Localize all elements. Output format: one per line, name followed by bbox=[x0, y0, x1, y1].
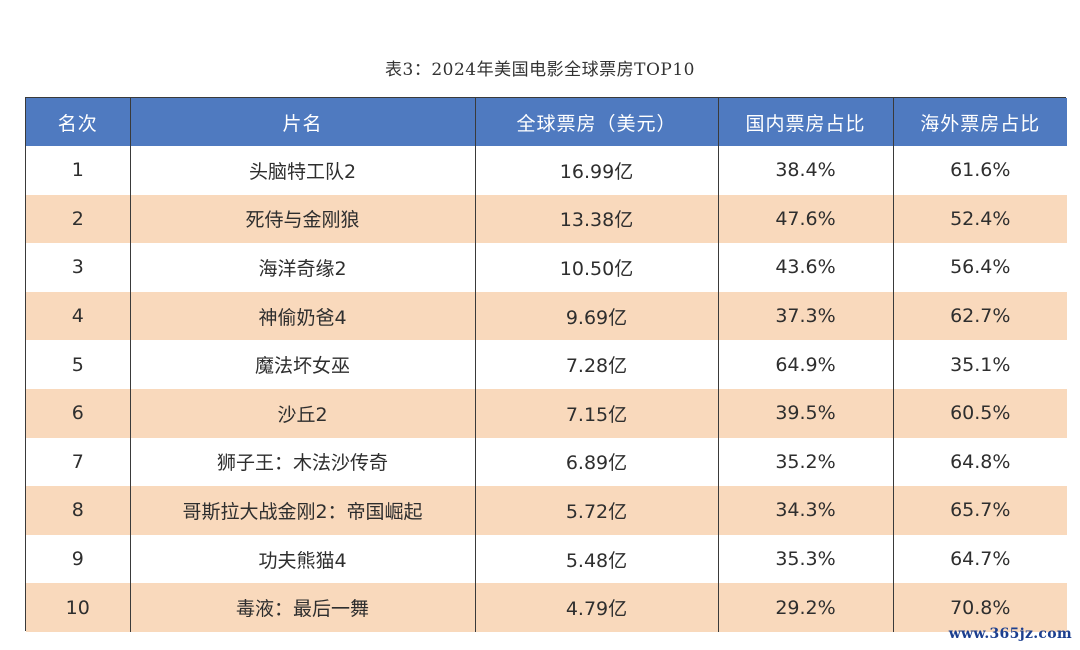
table-row: 9 功夫熊猫4 5.48亿 35.3% 64.7% bbox=[26, 534, 1067, 584]
cell-overseas: 60.5% bbox=[892, 388, 1067, 438]
cell-domestic: 35.2% bbox=[717, 437, 893, 487]
box-office-table: 名次 片名 全球票房（美元） 国内票房占比 海外票房占比 1 头脑特工队2 16… bbox=[25, 97, 1067, 632]
header-rank: 名次 bbox=[57, 112, 98, 135]
cell-gross: 5.72亿 bbox=[474, 486, 718, 535]
cell-overseas: 62.7% bbox=[892, 291, 1067, 341]
cell-overseas: 64.8% bbox=[892, 437, 1067, 487]
cell-domestic: 39.5% bbox=[717, 388, 893, 438]
cell-overseas: 64.7% bbox=[892, 534, 1067, 584]
cell-domestic: 37.3% bbox=[717, 291, 893, 341]
cell-rank: 9 bbox=[71, 548, 84, 571]
cell-gross: 6.89亿 bbox=[474, 437, 718, 487]
cell-rank: 10 bbox=[65, 596, 90, 619]
cell-domestic: 64.9% bbox=[717, 340, 893, 389]
cell-overseas: 35.1% bbox=[892, 340, 1067, 389]
cell-rank: 3 bbox=[71, 256, 84, 279]
cell-domestic: 43.6% bbox=[717, 243, 893, 292]
cell-rank: 6 bbox=[71, 402, 84, 425]
cell-rank: 1 bbox=[71, 159, 84, 182]
header-global-gross: 全球票房（美元） bbox=[474, 98, 718, 146]
cell-title: 头脑特工队2 bbox=[129, 146, 475, 195]
cell-gross: 16.99亿 bbox=[474, 146, 718, 195]
cell-gross: 10.50亿 bbox=[474, 243, 718, 292]
box-office-table-grid: 名次 片名 全球票房（美元） 国内票房占比 海外票房占比 1 头脑特工队2 16… bbox=[26, 98, 1067, 632]
cell-rank: 2 bbox=[71, 207, 84, 230]
cell-gross: 4.79亿 bbox=[474, 583, 718, 632]
cell-overseas: 56.4% bbox=[892, 243, 1067, 292]
table-row: 3 海洋奇缘2 10.50亿 43.6% 56.4% bbox=[26, 243, 1067, 292]
table-caption: 表3：2024年美国电影全球票房TOP10 bbox=[385, 60, 695, 80]
cell-domestic: 34.3% bbox=[717, 486, 893, 535]
table-row: 8 哥斯拉大战金刚2：帝国崛起 5.72亿 34.3% 65.7% bbox=[26, 486, 1067, 535]
cell-title: 狮子王：木法沙传奇 bbox=[129, 437, 475, 487]
cell-overseas: 52.4% bbox=[892, 194, 1067, 244]
cell-title: 哥斯拉大战金刚2：帝国崛起 bbox=[129, 486, 475, 535]
table-header-row: 名次 片名 全球票房（美元） 国内票房占比 海外票房占比 bbox=[26, 98, 1067, 146]
cell-overseas: 65.7% bbox=[892, 486, 1067, 535]
cell-rank: 4 bbox=[71, 305, 84, 328]
cell-title: 魔法坏女巫 bbox=[129, 340, 475, 389]
table-row: 7 狮子王：木法沙传奇 6.89亿 35.2% 64.8% bbox=[26, 437, 1067, 487]
cell-domestic: 29.2% bbox=[717, 583, 893, 632]
watermark: www.365jz.com bbox=[948, 626, 1072, 642]
cell-title: 功夫熊猫4 bbox=[129, 534, 475, 584]
cell-title: 神偷奶爸4 bbox=[129, 291, 475, 341]
cell-title: 毒液：最后一舞 bbox=[129, 583, 475, 632]
table-row: 5 魔法坏女巫 7.28亿 64.9% 35.1% bbox=[26, 340, 1067, 389]
cell-rank: 5 bbox=[71, 353, 84, 376]
table-row: 10 毒液：最后一舞 4.79亿 29.2% 70.8% bbox=[26, 583, 1067, 632]
table-row: 6 沙丘2 7.15亿 39.5% 60.5% bbox=[26, 388, 1067, 438]
cell-title: 死侍与金刚狼 bbox=[129, 194, 475, 244]
cell-domestic: 47.6% bbox=[717, 194, 893, 244]
header-title: 片名 bbox=[129, 98, 475, 146]
table-row: 1 头脑特工队2 16.99亿 38.4% 61.6% bbox=[26, 146, 1067, 195]
table-row: 2 死侍与金刚狼 13.38亿 47.6% 52.4% bbox=[26, 194, 1067, 244]
cell-rank: 7 bbox=[71, 450, 84, 473]
cell-domestic: 35.3% bbox=[717, 534, 893, 584]
table-row: 4 神偷奶爸4 9.69亿 37.3% 62.7% bbox=[26, 291, 1067, 341]
cell-gross: 5.48亿 bbox=[474, 534, 718, 584]
cell-gross: 9.69亿 bbox=[474, 291, 718, 341]
cell-title: 沙丘2 bbox=[129, 388, 475, 438]
cell-gross: 13.38亿 bbox=[474, 194, 718, 244]
cell-overseas: 61.6% bbox=[892, 146, 1067, 195]
header-overseas-share: 海外票房占比 bbox=[892, 98, 1067, 146]
cell-gross: 7.15亿 bbox=[474, 388, 718, 438]
cell-domestic: 38.4% bbox=[717, 146, 893, 195]
cell-overseas: 70.8% bbox=[892, 583, 1067, 632]
cell-rank: 8 bbox=[71, 499, 84, 522]
cell-title: 海洋奇缘2 bbox=[129, 243, 475, 292]
header-domestic-share: 国内票房占比 bbox=[717, 98, 893, 146]
cell-gross: 7.28亿 bbox=[474, 340, 718, 389]
